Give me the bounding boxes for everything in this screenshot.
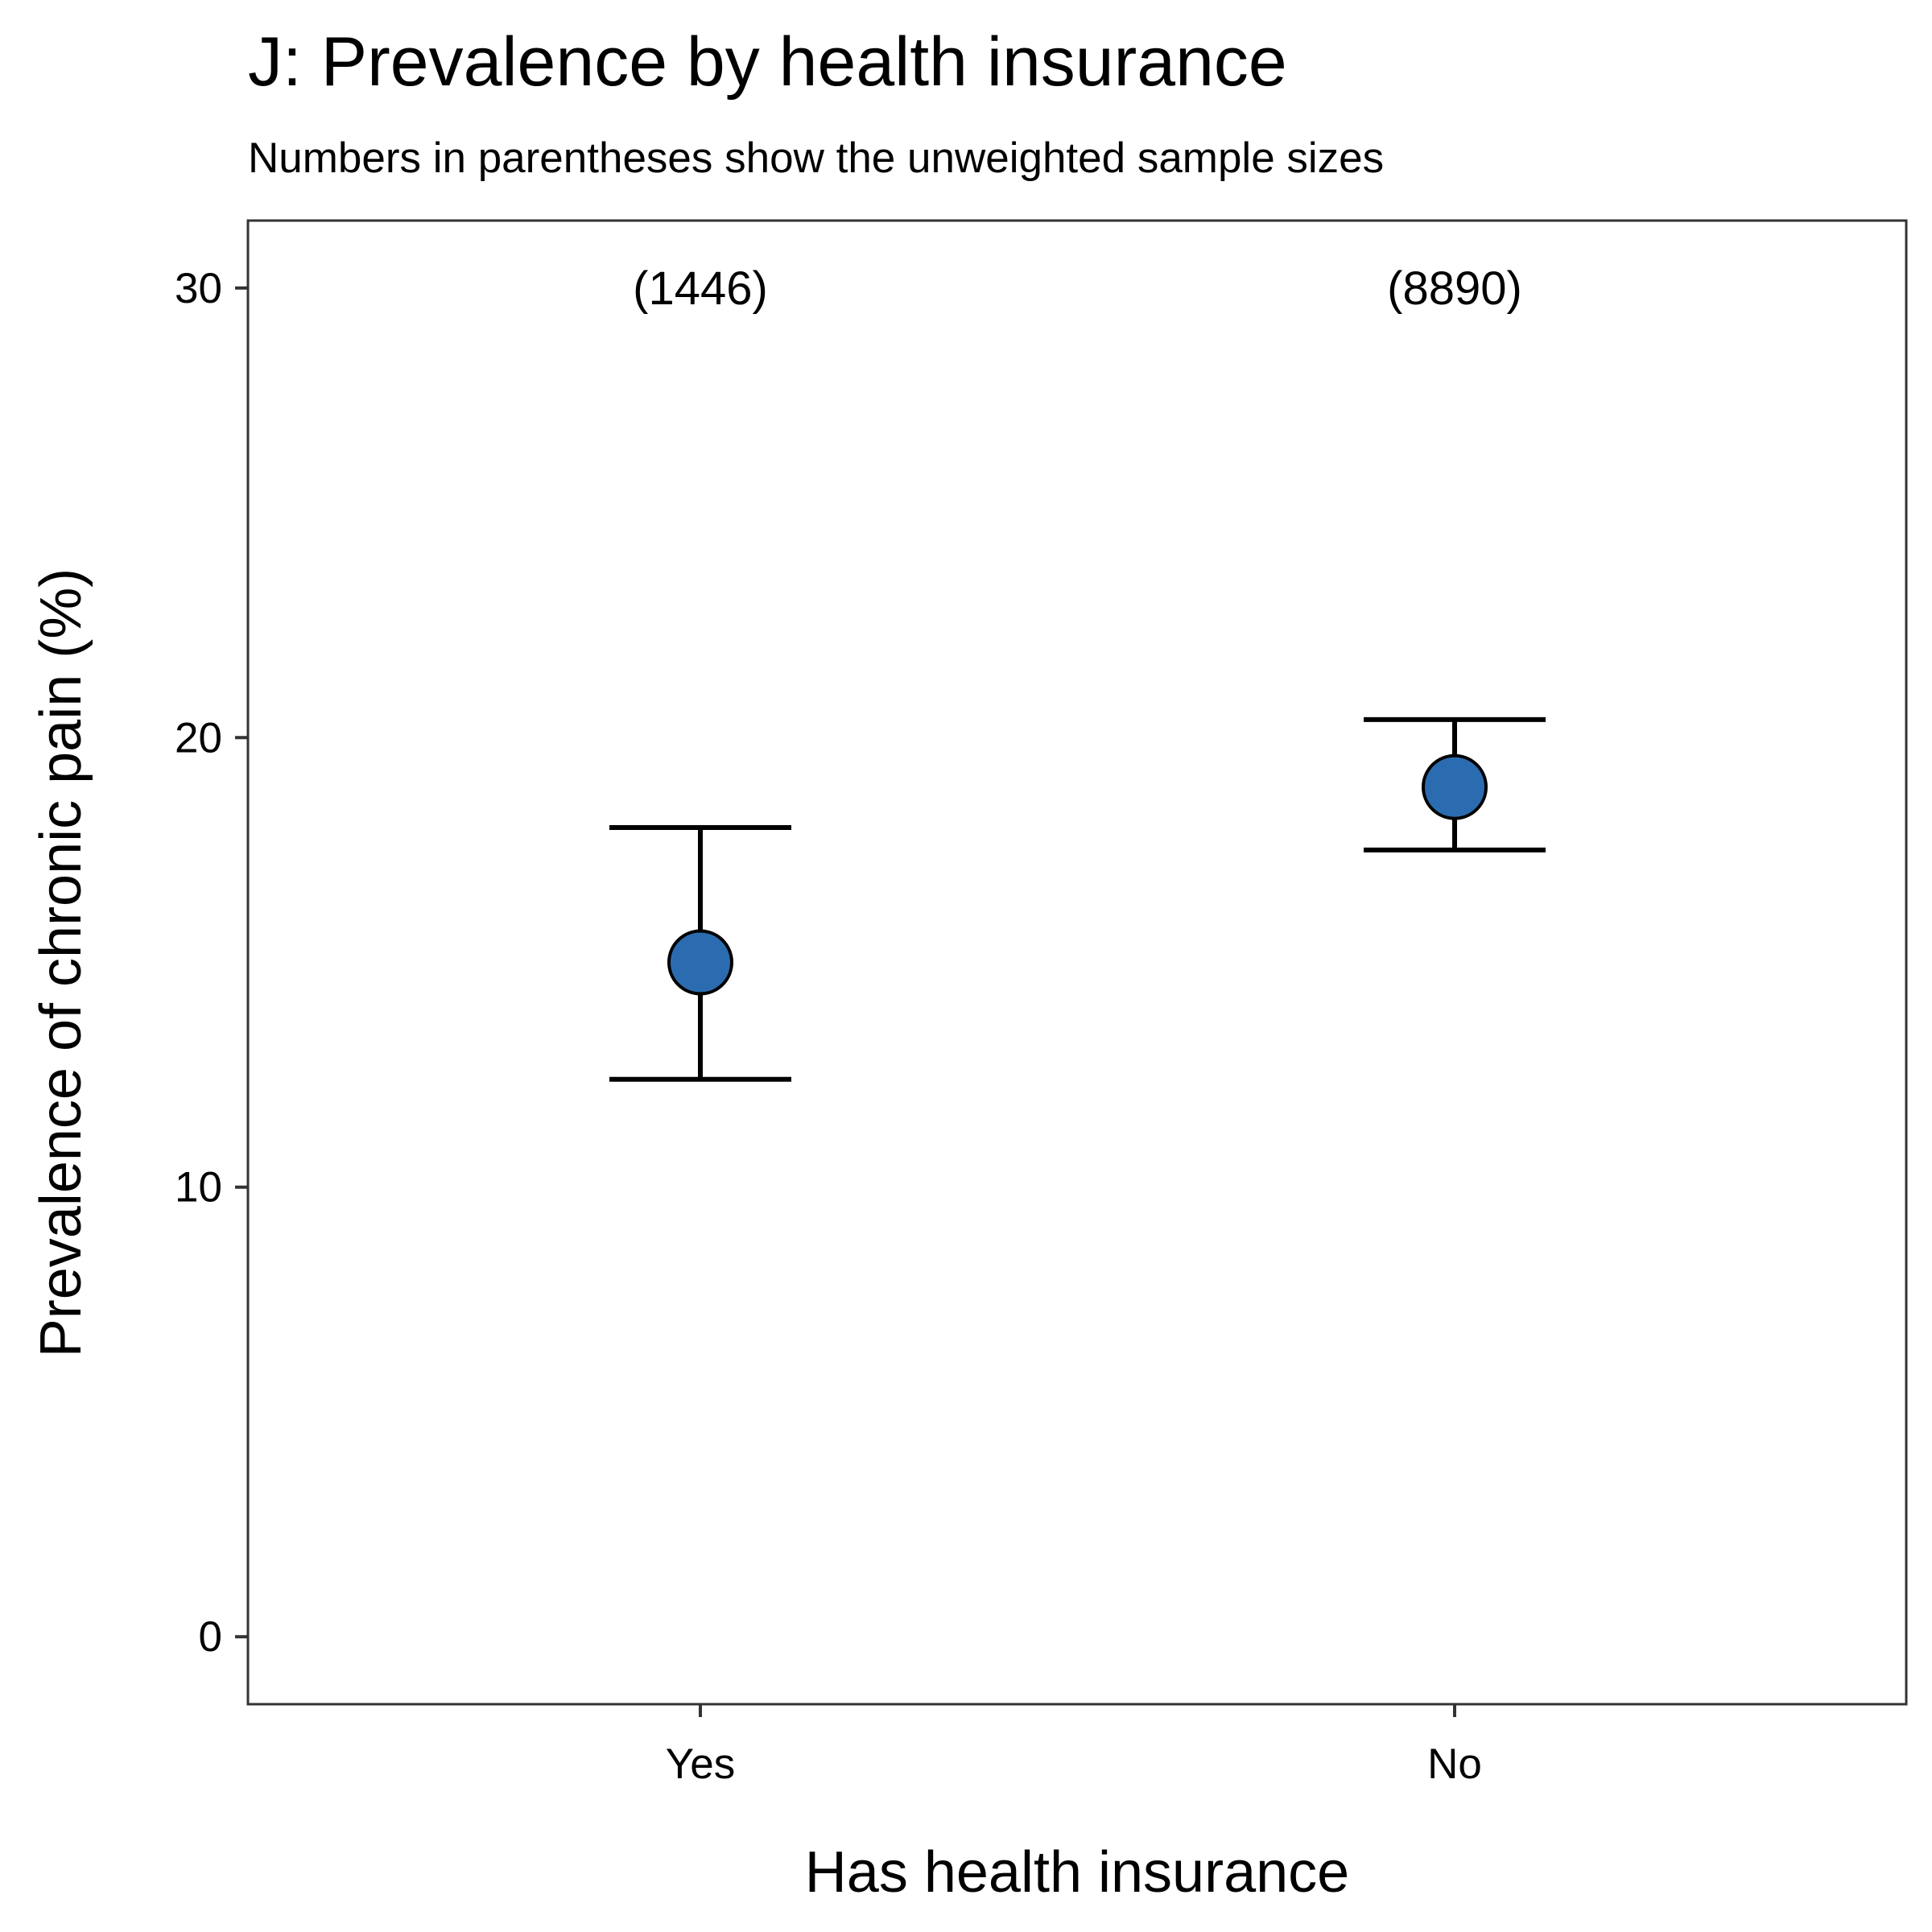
sample-size-label: (8890) xyxy=(1387,262,1522,315)
plot-marks: (1446) (8890) xyxy=(609,262,1546,1082)
x-tick-label: No xyxy=(1427,1740,1482,1788)
chart-subtitle: Numbers in parentheses show the unweight… xyxy=(248,134,1384,182)
y-axis-label: Prevalence of chronic pain (%) xyxy=(29,568,93,1357)
data-point xyxy=(667,929,733,996)
chart-title: J: Prevalence by health insurance xyxy=(248,23,1287,101)
y-tick-label: 20 xyxy=(175,714,222,762)
y-tick-label: 10 xyxy=(175,1164,222,1212)
x-axis: Yes No xyxy=(666,1704,1482,1788)
data-point xyxy=(1422,753,1488,820)
x-tick-label: Yes xyxy=(666,1740,735,1788)
sample-size-label: (1446) xyxy=(633,262,768,315)
x-axis-label: Has health insurance xyxy=(805,1840,1349,1905)
y-axis: 0 10 20 30 xyxy=(175,265,248,1661)
y-tick-label: 30 xyxy=(175,265,222,312)
plot-panel xyxy=(246,219,1908,1706)
y-tick-label: 0 xyxy=(199,1613,222,1661)
